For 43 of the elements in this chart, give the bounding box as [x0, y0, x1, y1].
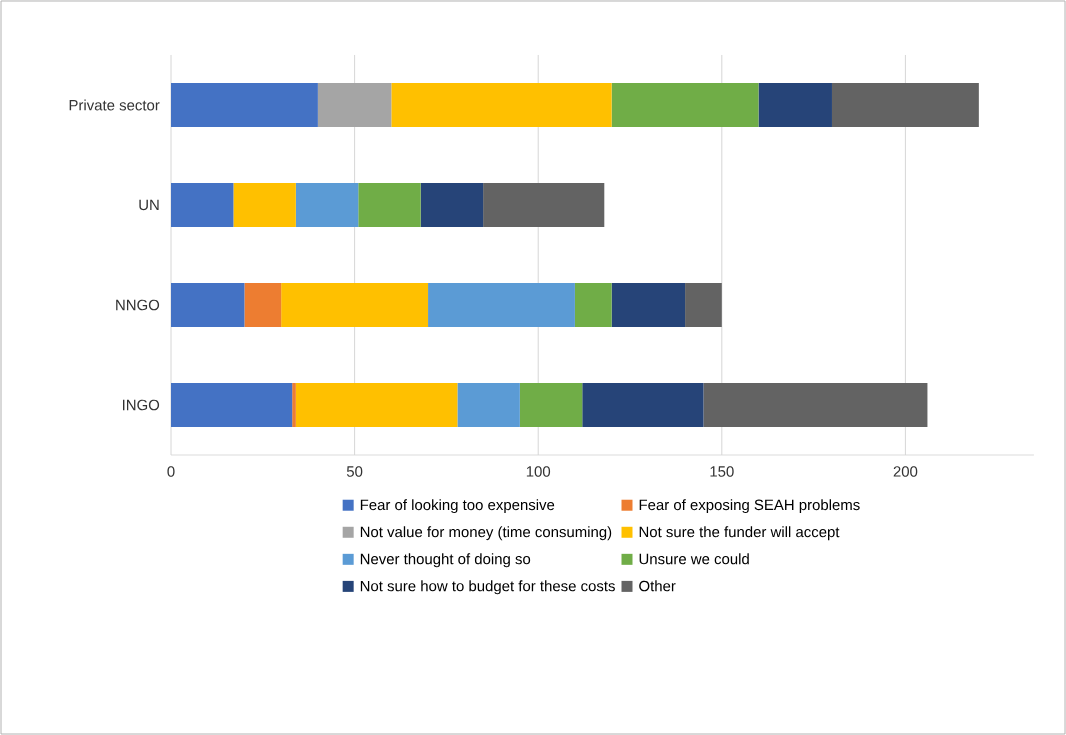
- bar: [358, 183, 421, 227]
- y-tick-label: UN: [139, 199, 159, 211]
- legend-label: Fear of looking too expensive: [360, 499, 555, 514]
- bar: [611, 283, 686, 327]
- legend-label: Unsure we could: [639, 553, 749, 565]
- legend-label: Not sure how to budget for these costs: [360, 580, 615, 595]
- bar: [420, 183, 484, 227]
- bar: [831, 83, 979, 127]
- bar: [582, 383, 704, 427]
- bar: [244, 283, 282, 327]
- x-tick-label: 150: [710, 466, 734, 477]
- bar: [295, 183, 359, 227]
- bar: [758, 83, 832, 127]
- y-tick-label: NNGO: [116, 299, 160, 311]
- bar: [611, 83, 759, 127]
- bar: [171, 283, 245, 327]
- bar: [317, 83, 392, 127]
- bar: [391, 83, 612, 127]
- y-tick-label: INGO: [123, 399, 160, 411]
- bar: [292, 383, 296, 427]
- bar: [519, 383, 583, 427]
- bar: [295, 383, 458, 427]
- bar: [281, 283, 429, 327]
- bar: [171, 183, 234, 227]
- bar: [703, 383, 928, 427]
- bar: [457, 383, 520, 427]
- bar: [233, 183, 296, 227]
- x-tick-label: 0: [167, 466, 175, 477]
- legend-label: Fear of exposing SEAH problems: [639, 499, 860, 514]
- bar: [171, 383, 293, 427]
- bar: [574, 283, 612, 327]
- bar: [428, 283, 575, 327]
- x-tick-label: 50: [346, 466, 363, 477]
- bar: [483, 183, 605, 227]
- bar: [171, 83, 318, 127]
- bar: [685, 283, 722, 327]
- x-tick-label: 100: [526, 466, 551, 477]
- legend-label: Not sure the funder will accept: [639, 526, 840, 541]
- legend-label: Other: [639, 580, 676, 592]
- y-tick-label: Private sector: [69, 99, 160, 111]
- legend-label: Never thought of doing so: [360, 553, 531, 568]
- x-tick-label: 200: [893, 466, 918, 477]
- legend-label: Not value for money (time consuming): [360, 526, 612, 541]
